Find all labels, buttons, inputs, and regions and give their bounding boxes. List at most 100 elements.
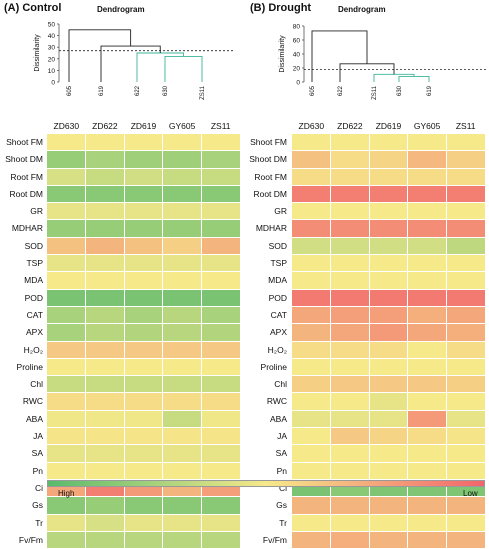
heatmap-cell <box>408 203 447 220</box>
row-label: GR <box>30 206 43 217</box>
heatmap-cell <box>85 341 124 358</box>
heatmap-cell <box>202 185 240 203</box>
heatmap-cell <box>202 237 240 255</box>
heatmap-cell <box>408 272 447 289</box>
dendrogram-tick-label: 10 <box>48 68 56 75</box>
heatmap-cell <box>85 445 124 462</box>
row-label: RWC <box>266 396 287 407</box>
heatmap-cell <box>369 185 408 203</box>
heatmap-cell <box>447 531 485 549</box>
heatmap-cell <box>369 134 408 151</box>
heatmap-cell <box>47 445 85 462</box>
heatmap-cell <box>408 220 447 237</box>
heatmap-cell <box>447 324 485 341</box>
heatmap-cell <box>47 358 85 376</box>
heatmap-cell <box>447 151 485 168</box>
heatmap-cell <box>292 341 330 358</box>
heatmap-cell <box>124 324 163 341</box>
dendrogram-leaf-label: 622 <box>338 85 344 96</box>
heatmap-cell <box>163 203 202 220</box>
heatmap-cell <box>47 410 85 428</box>
heatmap-cell <box>292 376 330 393</box>
heatmap-cell <box>292 237 330 255</box>
dendrogram-ylabel: Dissimilarity <box>279 35 286 73</box>
heatmap-cell <box>85 410 124 428</box>
heatmap-cell <box>408 289 447 306</box>
row-label: CAT <box>270 309 287 320</box>
heatmap-cell <box>124 393 163 410</box>
heatmap-cell <box>124 358 163 376</box>
heatmap-cell <box>124 185 163 203</box>
heatmap-cell <box>408 531 447 549</box>
heatmap-cell <box>202 341 240 358</box>
heatmap-cell <box>163 134 202 151</box>
dendrogram-leaf-label: 619 <box>99 85 105 96</box>
legend-low-label: Low <box>463 489 478 498</box>
dendrogram-tick-label: 0 <box>296 80 300 87</box>
heatmap-cell <box>47 203 85 220</box>
heatmap-cell <box>124 428 163 445</box>
dendrogram-branch <box>136 52 184 82</box>
row-label: Pn <box>32 465 43 476</box>
heatmap-cell <box>85 220 124 237</box>
heatmap-cell <box>202 306 240 324</box>
heatmap-cell <box>292 306 330 324</box>
row-label: Chl <box>274 379 287 390</box>
heatmap-cell <box>447 445 485 462</box>
heatmap-cell <box>85 237 124 255</box>
heatmap-cell <box>330 255 369 272</box>
row-label: H₂O₂ <box>267 344 287 355</box>
heatmap-cell <box>202 289 240 306</box>
dendrogram-tick-label: 20 <box>48 56 56 63</box>
heatmap-cell <box>124 168 163 185</box>
row-label: Tr <box>35 517 43 528</box>
heatmap-cell <box>369 237 408 255</box>
heatmap-cell <box>292 445 330 462</box>
heatmap-cell <box>330 134 369 151</box>
heatmap-cell <box>85 428 124 445</box>
heatmap-cell <box>202 272 240 289</box>
heatmap-cell <box>369 168 408 185</box>
legend-high-label: High <box>58 489 75 498</box>
heatmap-cell <box>369 341 408 358</box>
heatmap-cell <box>163 358 202 376</box>
heatmap-cell <box>330 324 369 341</box>
heatmap-cell <box>408 462 447 479</box>
column-header: ZD630 <box>53 121 80 131</box>
row-label: Pn <box>276 465 287 476</box>
row-label: Root DM <box>253 188 287 199</box>
dendrogram-tick-label: 40 <box>48 33 56 40</box>
heatmap-cell <box>47 376 85 393</box>
heatmap-cell <box>202 134 240 151</box>
heatmap-cell <box>163 272 202 289</box>
heatmap-cell <box>330 306 369 324</box>
row-label: Fv/Fm <box>262 534 287 545</box>
heatmap-cell <box>47 531 85 549</box>
heatmap-cell <box>163 445 202 462</box>
row-label: Proline <box>260 361 287 372</box>
heatmap-cell <box>408 514 447 531</box>
dendrogram-tick-label: 50 <box>48 22 56 29</box>
row-label: Shoot FM <box>6 137 43 147</box>
row-label: ABA <box>25 413 43 424</box>
heatmap-cell <box>163 185 202 203</box>
heatmap-cell <box>163 393 202 410</box>
heatmap-cell <box>124 237 163 255</box>
heatmap-cell <box>369 306 408 324</box>
heatmap-cell <box>202 428 240 445</box>
row-label: SA <box>31 448 43 459</box>
row-label: Shoot DM <box>249 154 287 165</box>
heatmap-cell <box>202 514 240 531</box>
heatmap-cell <box>408 134 447 151</box>
heatmap-cell <box>47 341 85 358</box>
heatmap-cell <box>292 428 330 445</box>
heatmap-cell <box>124 220 163 237</box>
row-label: APX <box>25 327 43 338</box>
column-header: GY605 <box>168 121 196 131</box>
heatmap-cell <box>369 445 408 462</box>
column-header: ZD630 <box>298 121 325 131</box>
heatmap-cell <box>330 185 369 203</box>
dendrogram-leaf-label: 630 <box>163 85 169 96</box>
heatmap-cell <box>202 168 240 185</box>
heatmap-cell <box>408 185 447 203</box>
